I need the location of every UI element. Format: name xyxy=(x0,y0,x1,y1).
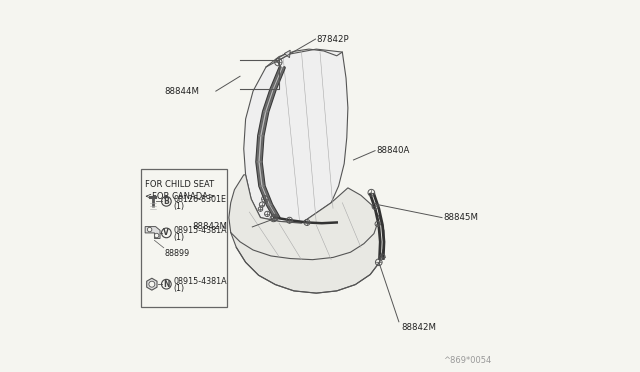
Text: 88842M: 88842M xyxy=(193,222,228,231)
Text: B: B xyxy=(163,197,169,206)
Text: (1): (1) xyxy=(173,233,184,242)
Text: 88844M: 88844M xyxy=(164,87,199,96)
Polygon shape xyxy=(257,162,264,186)
Polygon shape xyxy=(284,50,291,58)
Text: 88845M: 88845M xyxy=(444,213,479,222)
Text: <FOR CANADA>: <FOR CANADA> xyxy=(145,192,215,201)
Circle shape xyxy=(154,233,159,238)
Text: 08126-8301E: 08126-8301E xyxy=(173,195,226,203)
Polygon shape xyxy=(147,278,157,290)
Text: 87842P: 87842P xyxy=(317,35,349,44)
Text: N: N xyxy=(163,280,170,289)
FancyBboxPatch shape xyxy=(141,169,227,307)
Text: 08915-4381A: 08915-4381A xyxy=(173,278,227,286)
Text: V: V xyxy=(163,228,170,237)
Polygon shape xyxy=(145,227,160,238)
Text: ^869*0054: ^869*0054 xyxy=(443,356,491,365)
Text: FOR CHILD SEAT: FOR CHILD SEAT xyxy=(145,180,214,189)
Text: 88842M: 88842M xyxy=(401,323,436,332)
Polygon shape xyxy=(259,112,268,136)
Polygon shape xyxy=(260,186,271,205)
Text: (1): (1) xyxy=(173,202,184,211)
Polygon shape xyxy=(271,68,284,89)
Circle shape xyxy=(149,281,155,287)
Polygon shape xyxy=(229,175,384,293)
Text: (1): (1) xyxy=(173,284,184,293)
Text: 88840A: 88840A xyxy=(376,146,410,155)
Polygon shape xyxy=(264,89,275,112)
Text: 08915-4381A: 08915-4381A xyxy=(173,226,227,235)
Text: 88899: 88899 xyxy=(164,249,189,258)
Polygon shape xyxy=(267,205,279,218)
Polygon shape xyxy=(257,136,263,162)
Circle shape xyxy=(147,227,152,232)
Polygon shape xyxy=(244,49,348,223)
